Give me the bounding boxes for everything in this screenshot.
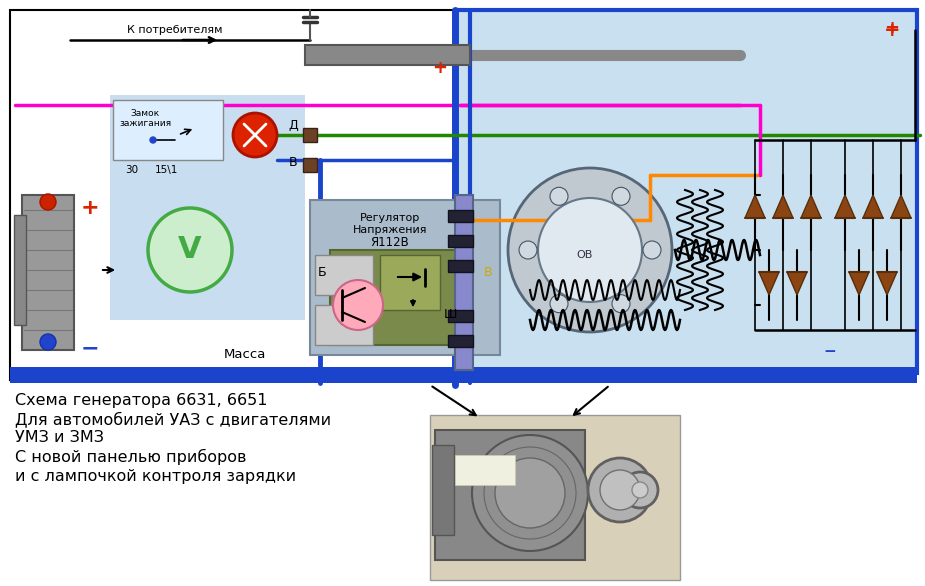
Text: ОВ: ОВ — [577, 250, 593, 260]
Text: Для автомобилей УАЗ с двигателями: Для автомобилей УАЗ с двигателями — [15, 411, 331, 427]
Text: Я112В: Я112В — [371, 236, 410, 248]
Bar — [435, 430, 585, 560]
Bar — [14, 215, 26, 325]
Polygon shape — [849, 272, 869, 295]
Circle shape — [550, 295, 568, 313]
Text: Схема генератора 6631, 6651: Схема генератора 6631, 6651 — [15, 393, 267, 407]
Bar — [310, 200, 500, 355]
Text: В: В — [484, 265, 492, 278]
Circle shape — [40, 334, 56, 350]
Polygon shape — [787, 272, 807, 295]
Circle shape — [150, 137, 156, 143]
Circle shape — [632, 482, 648, 498]
Circle shape — [40, 194, 56, 210]
Bar — [110, 95, 305, 320]
Bar — [448, 335, 473, 347]
Circle shape — [643, 241, 661, 259]
Text: 15\1: 15\1 — [155, 165, 179, 175]
Circle shape — [333, 280, 383, 330]
Bar — [448, 260, 473, 272]
Text: +: + — [884, 19, 899, 37]
Bar — [448, 235, 473, 247]
Polygon shape — [801, 195, 821, 218]
Bar — [448, 310, 473, 322]
Text: Масса: Масса — [224, 349, 266, 362]
Polygon shape — [759, 272, 779, 295]
Text: 30: 30 — [125, 165, 138, 175]
Polygon shape — [835, 195, 855, 218]
Bar — [455, 195, 473, 370]
Bar — [10, 367, 917, 383]
Circle shape — [588, 458, 652, 522]
Circle shape — [233, 113, 277, 157]
Text: Замок: Замок — [130, 108, 160, 118]
Bar — [432, 445, 454, 535]
Circle shape — [508, 168, 672, 332]
Bar — [10, 10, 455, 380]
Circle shape — [612, 295, 630, 313]
Text: Ш: Ш — [443, 308, 457, 322]
Bar — [22, 195, 74, 350]
Bar — [303, 128, 317, 142]
Polygon shape — [773, 195, 793, 218]
Bar — [455, 10, 917, 373]
Circle shape — [495, 458, 565, 528]
Bar — [303, 158, 317, 172]
Circle shape — [519, 241, 537, 259]
Text: V: V — [179, 236, 202, 264]
Text: и с лампочкой контроля зарядки: и с лампочкой контроля зарядки — [15, 468, 296, 483]
Text: В: В — [289, 156, 298, 169]
Text: +: + — [883, 21, 900, 39]
Text: −: − — [823, 345, 836, 359]
Polygon shape — [891, 195, 911, 218]
Bar — [430, 415, 680, 580]
Polygon shape — [877, 272, 897, 295]
Bar — [113, 100, 223, 160]
Circle shape — [612, 188, 630, 205]
Circle shape — [550, 188, 568, 205]
Text: +: + — [80, 198, 99, 218]
Circle shape — [622, 472, 658, 508]
Text: зажигания: зажигания — [119, 118, 171, 128]
Text: Д: Д — [288, 118, 298, 131]
Text: С новой панелью приборов: С новой панелью приборов — [15, 449, 246, 465]
Polygon shape — [863, 195, 883, 218]
Bar — [455, 455, 515, 485]
Circle shape — [148, 208, 232, 292]
Bar — [330, 250, 460, 345]
Bar — [315, 255, 373, 295]
Bar — [448, 210, 473, 222]
Bar — [380, 255, 440, 310]
Circle shape — [600, 470, 640, 510]
Text: −: − — [80, 338, 99, 358]
Text: Б: Б — [317, 265, 327, 278]
Text: УМЗ и ЗМЗ: УМЗ и ЗМЗ — [15, 431, 104, 445]
Circle shape — [538, 198, 642, 302]
Bar — [315, 305, 373, 345]
Text: К потребителям: К потребителям — [128, 25, 223, 35]
Text: Напряжения: Напряжения — [352, 225, 427, 235]
Polygon shape — [745, 195, 765, 218]
Text: Регулятор: Регулятор — [360, 213, 420, 223]
Circle shape — [472, 435, 588, 551]
Bar — [305, 45, 470, 65]
Text: +: + — [433, 59, 448, 77]
